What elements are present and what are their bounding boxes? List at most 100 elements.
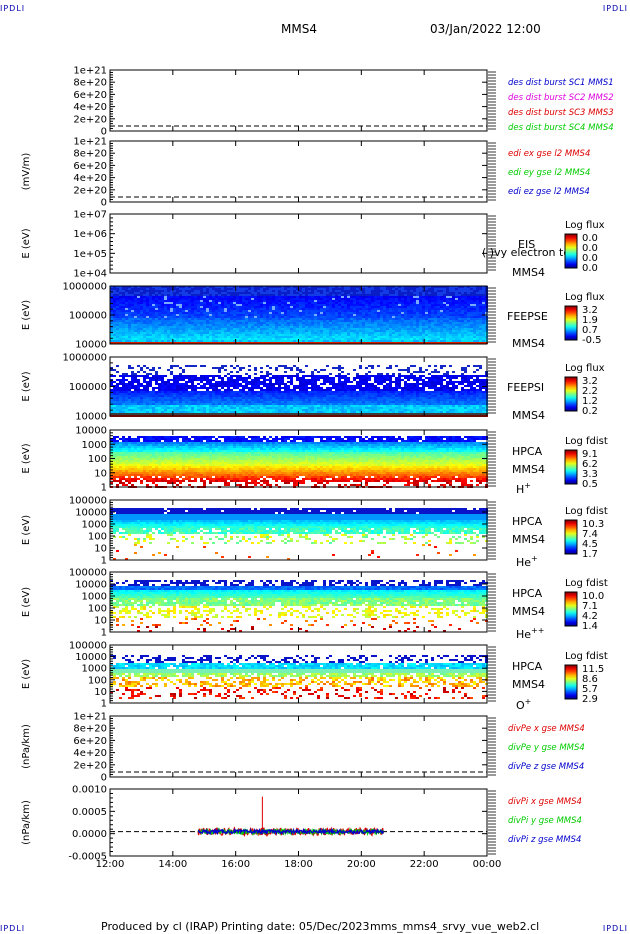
y-tick-label: 0.0005 <box>72 807 107 818</box>
instrument-label: FEEPSI <box>507 381 544 394</box>
x-tick-label: 00:00 <box>473 859 502 870</box>
y-tick-label: 10000 <box>75 340 107 351</box>
colorbar-tick-label: 7.1 <box>582 601 598 612</box>
y-tick-label: 1000 <box>82 664 107 675</box>
y-axis-label: E (eV) <box>21 515 32 545</box>
y-tick-label: 0 <box>101 127 107 138</box>
colorbar-tick-label: 3.2 <box>582 376 598 387</box>
datetime-title: 03/Jan/2022 12:00 <box>430 22 541 36</box>
y-tick-label: 4e+20 <box>73 173 107 184</box>
y-tick-label: 1 <box>101 483 107 494</box>
colorbar-title: Log fdist <box>565 578 608 589</box>
y-tick-label: 1e+21 <box>73 712 107 723</box>
colorbar-title: Log fdist <box>565 651 608 662</box>
colorbar-title: Log flux <box>565 363 605 374</box>
overlay-text: ( )vy electron to <box>482 246 570 259</box>
y-axis-label: E (eV) <box>21 228 32 258</box>
y-tick-label: 100000 <box>69 568 107 579</box>
colorbar-tick-label: 0.0 <box>582 243 598 254</box>
y-tick-label: 1e+21 <box>73 66 107 77</box>
colorbar-tick-label: 1.9 <box>582 315 598 326</box>
legend-entry: divPe y gse MMS4 <box>508 743 585 753</box>
y-tick-label: 100 <box>88 454 107 465</box>
y-tick-label: 6e+20 <box>73 736 107 747</box>
panel-frame <box>109 69 488 132</box>
colorbar-title: Log flux <box>565 220 605 231</box>
y-tick-label: 0 <box>101 198 107 209</box>
y-tick-label: 100 <box>88 604 107 615</box>
colorbar-tick-label: 11.5 <box>582 664 604 675</box>
panel-feeps_electron: 1000000 100000 10000 E (eV) FEEPSE MMS4 Log fl… <box>21 282 605 351</box>
y-tick-label: 100000 <box>69 641 107 652</box>
colorbar-tick-label: 3.3 <box>582 469 598 480</box>
instrument-label: HPCA <box>512 587 543 600</box>
y-tick-label: 1e+04 <box>73 269 107 280</box>
y-axis-label: (nPa/km) <box>21 800 32 845</box>
colorbar-tick-label: 0.2 <box>582 406 598 417</box>
panel-feeps_ion: 1000000 100000 10000 E (eV) FEEPSI MMS4 Log fl… <box>21 353 605 423</box>
y-tick-label: 1 <box>101 628 107 639</box>
species-label: O+ <box>516 697 531 712</box>
colorbar <box>564 519 578 555</box>
y-tick-label: 10 <box>94 687 107 698</box>
species-label: H+ <box>516 481 531 496</box>
panel-eis: 1e+07 1e+06 1e+05 1e+04 E (eV) EIS MMS4 ( )vy e… <box>21 210 605 280</box>
legend-entry: divPi x gse MMS4 <box>508 797 582 807</box>
y-tick-label: 6e+20 <box>73 90 107 101</box>
legend-entry: divPe x gse MMS4 <box>508 724 585 734</box>
colorbar-tick-label: 1.4 <box>582 621 598 632</box>
colorbar <box>564 233 578 269</box>
panel-divpi: 0.0010 0.0005 0.0000 -0.0005 (nPa/km) divPi x… <box>21 785 582 863</box>
instrument-label: HPCA <box>512 660 543 673</box>
legend-entry: edi ez gse l2 MMS4 <box>508 187 590 197</box>
y-tick-label: 1000 <box>82 440 107 451</box>
corner-label-bottom-right: IPDLI <box>602 924 628 933</box>
y-tick-label: 1000 <box>82 520 107 531</box>
x-tick-label: 22:00 <box>410 859 439 870</box>
y-tick-label: 8e+20 <box>73 78 107 89</box>
colorbar-title: Log fdist <box>565 436 608 447</box>
satellite-title: MMS4 <box>281 22 317 36</box>
y-axis-label: E (eV) <box>21 587 32 617</box>
y-tick-label: 100000 <box>69 382 107 393</box>
panel-frame <box>109 715 488 778</box>
legend-entry: edi ey gse l2 MMS4 <box>508 168 590 178</box>
y-tick-label: 6e+20 <box>73 161 107 172</box>
y-tick-label: 8e+20 <box>73 724 107 735</box>
y-tick-label: 2e+20 <box>73 760 107 771</box>
colorbar <box>564 449 578 485</box>
y-axis-label: (mV/m) <box>21 153 32 191</box>
y-tick-label: 100000 <box>69 311 107 322</box>
y-axis-label: E (eV) <box>21 300 32 330</box>
legend-entry: divPi y gse MMS4 <box>508 816 582 826</box>
legend-entry: des dist burst SC3 MMS3 <box>508 108 614 118</box>
y-tick-label: 10000 <box>75 412 107 423</box>
y-tick-label: 8e+20 <box>73 149 107 160</box>
y-tick-label: 4e+20 <box>73 748 107 759</box>
corner-label-bottom-left: IPDLI <box>0 924 26 933</box>
panel-frame <box>109 140 488 203</box>
instrument-label: HPCA <box>512 445 543 458</box>
y-tick-label: 1000000 <box>62 282 107 293</box>
y-tick-label: 10000 <box>75 652 107 663</box>
footer-produced-by: Produced by cl (IRAP) <box>101 920 219 933</box>
instrument-label: FEEPSE <box>507 310 548 323</box>
colorbar-tick-label: 4.5 <box>582 539 598 550</box>
y-tick-label: 1e+21 <box>73 137 107 148</box>
series-line <box>197 827 384 836</box>
legend-entry: des dist burst SC1 MMS1 <box>508 78 614 88</box>
y-tick-label: 10 <box>94 616 107 627</box>
colorbar-tick-label: 10.0 <box>582 591 604 602</box>
legend-entry: des dist burst SC4 MMS4 <box>508 123 614 133</box>
legend-entry: divPi z gse MMS4 <box>508 835 581 845</box>
spacecraft-label: MMS4 <box>512 533 545 546</box>
y-tick-label: 4e+20 <box>73 102 107 113</box>
y-tick-label: 100 <box>88 532 107 543</box>
corner-label-top-left: IPDLI <box>0 4 26 13</box>
spacecraft-label: MMS4 <box>512 337 545 350</box>
colorbar-tick-label: 2.9 <box>582 694 598 705</box>
